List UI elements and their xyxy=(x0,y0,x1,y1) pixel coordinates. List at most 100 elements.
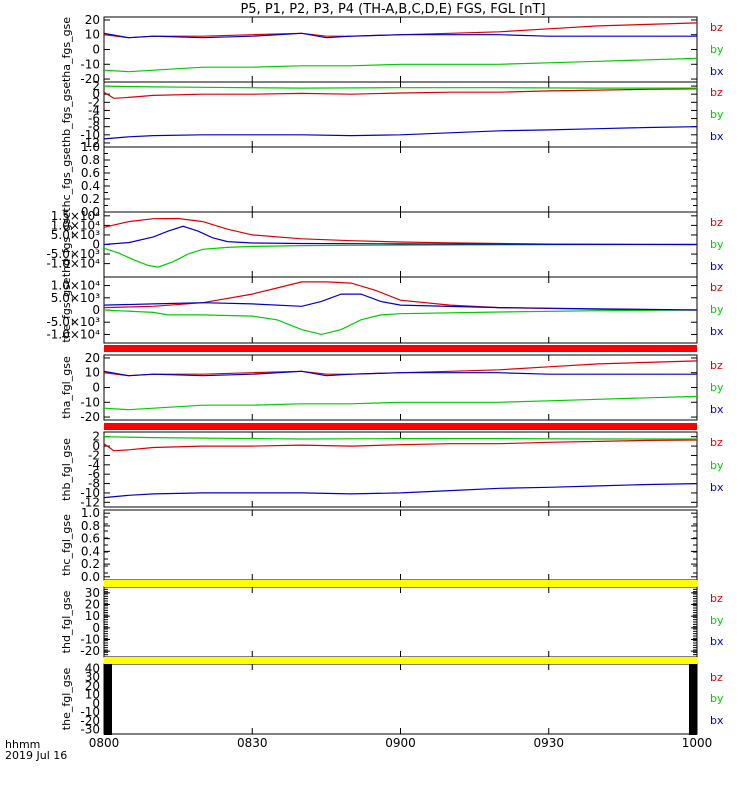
legend-by: by xyxy=(710,303,724,316)
y-tick-label: -12 xyxy=(80,495,100,509)
y-tick-label: 0 xyxy=(92,696,100,710)
panel-frame xyxy=(103,276,698,344)
series-by xyxy=(103,57,698,73)
panel-frame xyxy=(103,431,698,508)
legend-bx: bx xyxy=(710,130,724,143)
legend-by: by xyxy=(710,459,724,472)
y-tick-label: 0.6 xyxy=(81,166,100,180)
y-tick-label: -20 xyxy=(80,714,100,728)
y-tick-label: 5.0×10³ xyxy=(51,228,100,242)
y-axis-label: thc_fgs_gse xyxy=(60,147,73,212)
y-tick-label: 20 xyxy=(85,598,100,612)
y-tick-label: 30 xyxy=(85,670,100,684)
y-axis-label: thb_fgl_gse xyxy=(60,438,73,501)
footer-hhmm: hhmm xyxy=(5,738,40,751)
series-bz xyxy=(103,281,698,311)
panel-thb_fgs_gse: 20-2-4-6-8-10-12 thb_fgs_gse bz by bx xyxy=(60,79,724,150)
legend-by: by xyxy=(710,43,724,56)
panel-frame xyxy=(103,586,698,658)
y-tick-label: -10 xyxy=(80,57,100,71)
legend-bz: bz xyxy=(710,436,723,449)
y-tick-label: 1.0 xyxy=(81,506,100,520)
y-tick-label: -20 xyxy=(80,410,100,424)
y-tick-label: 1.5×10⁴ xyxy=(51,209,100,223)
series-bz xyxy=(103,360,698,377)
legend-bz: bz xyxy=(710,281,723,294)
y-tick-label: 0.4 xyxy=(81,544,100,558)
y-tick-label: 10 xyxy=(85,609,100,623)
y-tick-label: 0.0 xyxy=(81,570,100,584)
y-tick-label: -10 xyxy=(80,705,100,719)
y-tick-label: -1.0×10⁴ xyxy=(46,327,100,341)
legend-bz: bz xyxy=(710,216,723,229)
y-tick-label: 1.0×10⁴ xyxy=(51,279,100,293)
panel-frame xyxy=(103,509,698,581)
series-bx xyxy=(103,126,698,140)
series-by xyxy=(103,395,698,411)
x-axis: 0800 0830 0900 0930 1000 xyxy=(89,736,713,750)
legend-bx: bx xyxy=(710,635,724,648)
series-bz xyxy=(103,22,698,39)
x-tick-label: 1000 xyxy=(682,736,713,750)
series-by xyxy=(103,243,698,268)
y-axis-label: thd_fgl_gse xyxy=(60,590,73,653)
panel-frame xyxy=(103,663,698,735)
y-axis-label: tha_fgl_gse xyxy=(60,356,73,419)
y-tick-label: -10 xyxy=(80,395,100,409)
y-tick-label: -20 xyxy=(80,644,100,658)
y-tick-label: 5.0×10³ xyxy=(51,291,100,305)
y-tick-label: 20 xyxy=(85,679,100,693)
y-axis-label: tha_fgs_gse xyxy=(60,17,73,82)
legend-bz: bz xyxy=(710,671,723,684)
y-tick-label: 20 xyxy=(85,13,100,27)
series-bz xyxy=(103,217,698,246)
y-tick-label: 0 xyxy=(92,238,100,252)
legend-by: by xyxy=(710,692,724,705)
legend-bx: bx xyxy=(710,481,724,494)
legend-bz: bz xyxy=(710,359,723,372)
y-tick-label: -10 xyxy=(80,633,100,647)
y-tick-label: -30 xyxy=(80,723,100,737)
footer-date: 2019 Jul 16 xyxy=(5,749,67,762)
y-tick-label: 0 xyxy=(92,43,100,57)
y-tick-label: 1.0×10⁴ xyxy=(51,218,100,232)
y-tick-label: -10 xyxy=(80,486,100,500)
y-tick-label: 0.8 xyxy=(81,153,100,167)
panel-thc_fgs_gse: 1.00.80.60.40.20.0 thc_fgs_gse xyxy=(60,140,698,219)
series-bx xyxy=(103,32,697,39)
y-tick-label: 10 xyxy=(85,366,100,380)
yellow-bar xyxy=(104,580,697,587)
y-axis-label: the_fgl_gse xyxy=(60,668,73,731)
legend-bx: bx xyxy=(710,714,724,727)
series-bx xyxy=(103,293,698,311)
red-bar xyxy=(104,345,697,352)
y-tick-label: -1.0×10⁴ xyxy=(46,257,100,271)
y-tick-label: 20 xyxy=(85,351,100,365)
panel-the_fgs_gse: 1.0×10⁴5.0×10³0-5.0×10³-1.0×10⁴the_fgs_g… xyxy=(46,276,724,344)
y-axis-label: thb_fgs_gse xyxy=(60,82,73,148)
y-tick-label: -6 xyxy=(88,112,100,126)
series-bx xyxy=(103,483,698,499)
y-tick-label: 0 xyxy=(92,303,100,317)
y-tick-label: -5.0×10³ xyxy=(46,315,100,329)
y-tick-label: -10 xyxy=(80,128,100,142)
y-tick-label: -6 xyxy=(88,467,100,481)
y-tick-label: 1.0 xyxy=(81,140,100,154)
chart-title: P5, P1, P2, P3, P4 (TH-A,B,C,D,E) FGS, F… xyxy=(240,2,545,17)
y-tick-label: -20 xyxy=(80,72,100,86)
panel-frame xyxy=(103,16,698,83)
y-tick-label: 2 xyxy=(92,430,100,444)
legend-bx: bx xyxy=(710,403,724,416)
y-tick-label: 10 xyxy=(85,28,100,42)
panel-frame xyxy=(103,146,698,213)
series-bx xyxy=(103,370,697,377)
series-bx xyxy=(103,225,698,246)
series-by xyxy=(103,436,697,440)
legend-bz: bz xyxy=(710,86,723,99)
